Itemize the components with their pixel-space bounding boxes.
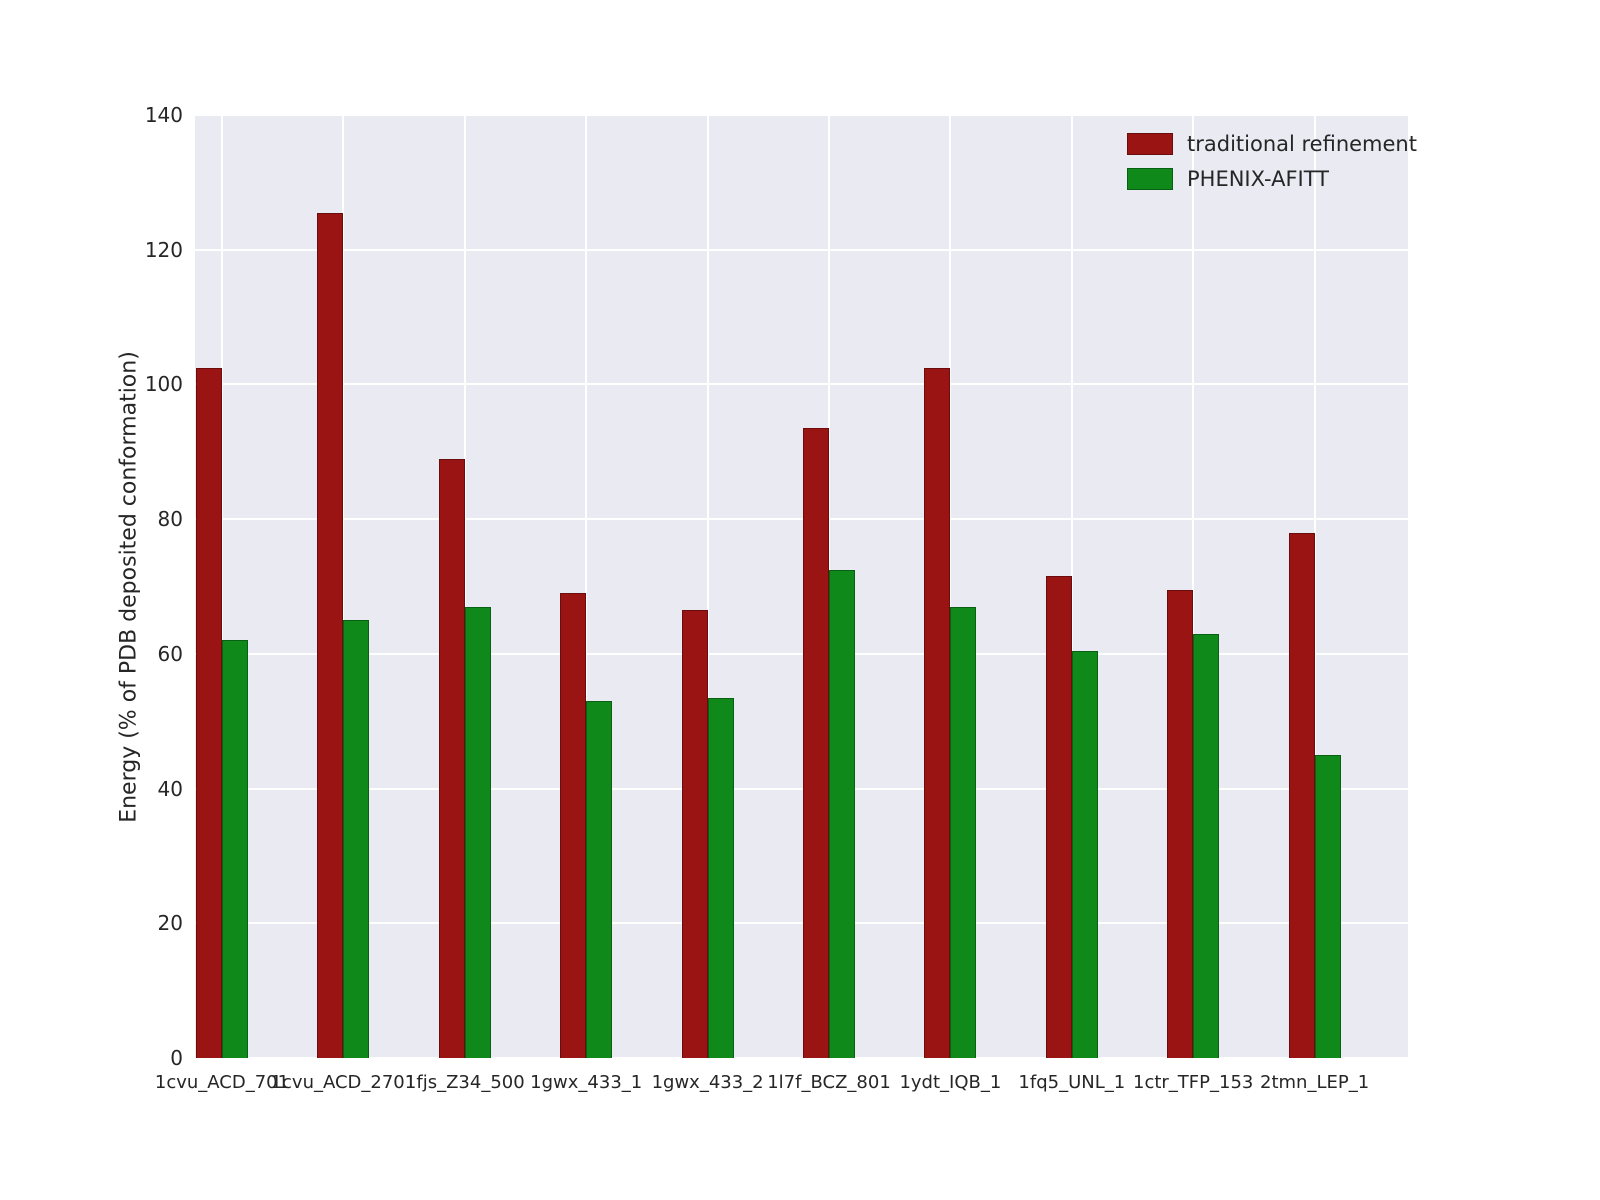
y-tick-label: 80 [157, 507, 183, 532]
gridline-vertical [221, 115, 223, 1058]
y-axis-label: Energy (% of PDB deposited conformation) [116, 351, 142, 823]
bar-phenix-afitt [222, 640, 248, 1058]
bar-traditional-refinement [1045, 576, 1072, 1058]
bar-phenix-afitt [1071, 650, 1098, 1058]
y-tick-label: 20 [157, 911, 183, 936]
y-tick-label: 60 [157, 641, 183, 666]
gridline-vertical [1070, 115, 1073, 1058]
bar-traditional-refinement [438, 458, 465, 1058]
x-tick-label: 1gwx_433_1 [530, 1072, 643, 1093]
legend-swatch [1127, 168, 1173, 190]
x-tick-label: 1ydt_IQB_1 [899, 1072, 1002, 1093]
legend-label: traditional refinement [1187, 132, 1417, 156]
y-tick-label: 140 [144, 103, 183, 127]
y-tick-label: 0 [170, 1046, 183, 1070]
gridline-horizontal [195, 652, 1408, 655]
plot-area [195, 114, 1408, 1059]
bar-traditional-refinement [560, 593, 587, 1058]
bar-phenix-afitt [1314, 754, 1341, 1058]
gridline-horizontal [195, 114, 1408, 116]
bar-phenix-afitt [829, 569, 855, 1058]
x-tick-label: 2tmn_LEP_1 [1260, 1072, 1370, 1093]
bar-phenix-afitt [707, 697, 734, 1058]
bar-phenix-afitt [950, 606, 977, 1058]
bar-traditional-refinement [1167, 589, 1194, 1058]
y-tick-label: 120 [144, 237, 183, 262]
x-tick-label: 1fjs_Z34_500 [404, 1072, 525, 1093]
x-tick-label: 1cvu_ACD_701 [154, 1072, 290, 1093]
bar-phenix-afitt [464, 606, 491, 1058]
legend-row: traditional refinement [1127, 132, 1417, 156]
x-tick-label: 1gwx_433_2 [651, 1072, 764, 1093]
legend-swatch [1127, 133, 1173, 155]
x-tick-label: 1cvu_ACD_2701 [270, 1072, 417, 1093]
gridline-horizontal [195, 383, 1408, 386]
bar-traditional-refinement [681, 610, 708, 1058]
gridline-vertical [463, 115, 466, 1058]
bar-phenix-afitt [1193, 633, 1220, 1058]
gridline-vertical [585, 115, 588, 1058]
bar-traditional-refinement [1288, 532, 1315, 1058]
bar-traditional-refinement [196, 367, 222, 1058]
bar-phenix-afitt [343, 620, 370, 1058]
gridline-horizontal [195, 787, 1408, 790]
gridline-vertical [1313, 115, 1316, 1058]
x-tick-label: 1l7f_BCZ_801 [767, 1072, 891, 1093]
bar-traditional-refinement [317, 212, 344, 1058]
y-tick-label: 40 [157, 776, 183, 801]
bar-traditional-refinement [803, 428, 829, 1058]
gridline-horizontal [195, 518, 1408, 521]
gridline-horizontal [195, 1057, 1408, 1059]
gridline-vertical [949, 115, 952, 1058]
x-tick-label: 1fq5_UNL_1 [1018, 1072, 1126, 1093]
x-tick-label: 1ctr_TFP_153 [1133, 1072, 1254, 1093]
gridline-horizontal [195, 922, 1408, 925]
gridline-vertical [706, 115, 709, 1058]
legend: traditional refinement PHENIX-AFITT [1127, 132, 1417, 191]
gridline-vertical [1192, 115, 1195, 1058]
bar-phenix-afitt [586, 701, 613, 1058]
y-tick-label: 100 [144, 372, 183, 397]
gridline-horizontal [195, 248, 1408, 251]
legend-label: PHENIX-AFITT [1187, 167, 1330, 191]
gridline-vertical [342, 115, 345, 1058]
legend-row: PHENIX-AFITT [1127, 167, 1417, 191]
bar-traditional-refinement [924, 367, 951, 1058]
